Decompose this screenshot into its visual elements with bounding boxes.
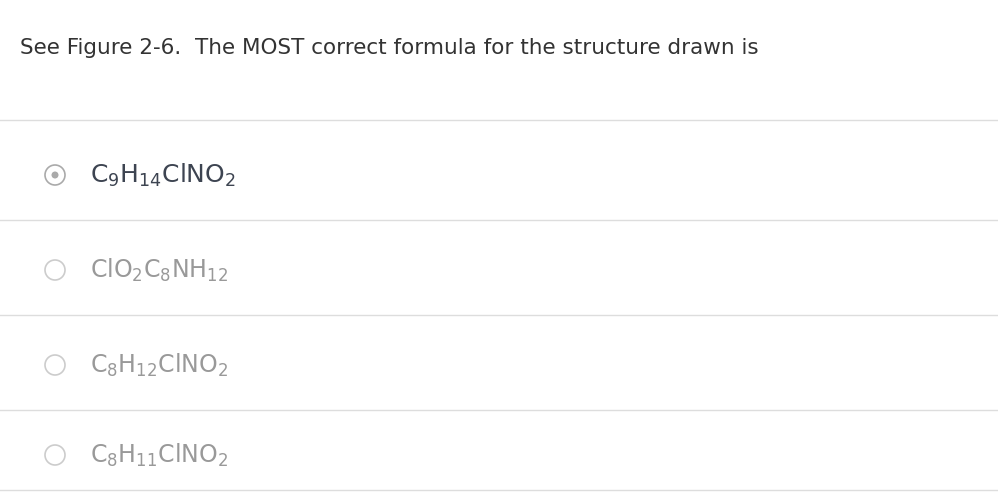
Text: $\mathregular{C_{9}H_{14}ClNO_{2}}$: $\mathregular{C_{9}H_{14}ClNO_{2}}$	[90, 161, 236, 188]
Text: See Figure 2-6.  The MOST correct formula for the structure drawn is: See Figure 2-6. The MOST correct formula…	[20, 38, 758, 58]
Text: $\mathregular{C_{8}H_{12}ClNO_{2}}$: $\mathregular{C_{8}H_{12}ClNO_{2}}$	[90, 351, 229, 378]
Circle shape	[52, 172, 59, 179]
Text: $\mathregular{C_{8}H_{11}ClNO_{2}}$: $\mathregular{C_{8}H_{11}ClNO_{2}}$	[90, 441, 229, 469]
Text: $\mathregular{ClO_{2}C_{8}NH_{12}}$: $\mathregular{ClO_{2}C_{8}NH_{12}}$	[90, 256, 229, 284]
